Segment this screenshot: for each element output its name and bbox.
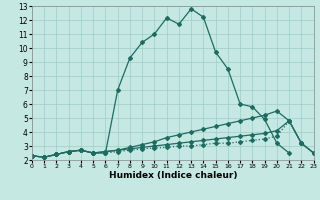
X-axis label: Humidex (Indice chaleur): Humidex (Indice chaleur) xyxy=(108,171,237,180)
